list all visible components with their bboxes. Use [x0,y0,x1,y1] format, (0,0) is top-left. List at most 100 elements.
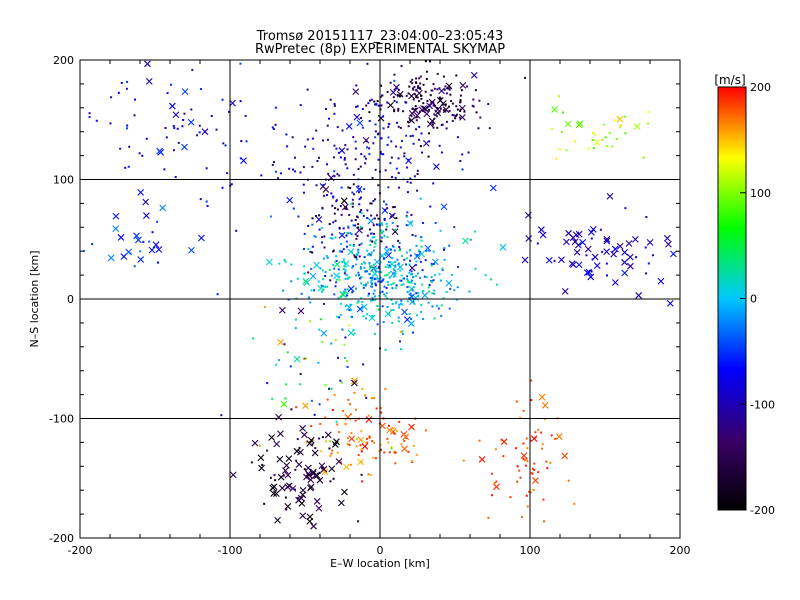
data-point [354,219,357,222]
data-point [339,205,342,208]
data-point [340,213,343,216]
data-point [235,229,238,232]
data-point [323,235,326,238]
data-point [397,320,400,323]
data-point [433,87,436,90]
data-point [385,228,388,231]
data-point [410,281,413,284]
data-point [366,217,369,220]
data-point-x [389,88,397,96]
data-point [410,221,413,224]
data-point [530,379,533,382]
data-point [329,279,332,282]
data-point [442,109,445,112]
data-point [415,89,418,92]
data-point-x [281,467,289,475]
data-point [406,286,409,289]
data-point [521,516,524,519]
data-point [260,174,263,177]
data-point-x [458,104,466,112]
data-point [338,275,341,278]
data-point-x [387,101,394,109]
data-point [411,273,414,276]
data-point [386,273,389,276]
data-point [361,388,364,391]
data-point [325,255,328,258]
data-point-x [663,234,671,242]
data-point-x [579,238,587,246]
data-point [418,86,421,89]
data-point [286,351,289,354]
data-point [354,408,357,411]
data-point [454,115,457,118]
data-point [339,302,342,305]
data-point [318,228,321,231]
data-point [644,246,647,249]
data-point-x [293,447,301,455]
data-point [341,250,344,253]
data-point [428,108,431,111]
data-point [398,303,401,306]
data-point [360,153,363,156]
data-point [400,443,403,446]
data-point [408,281,411,284]
data-point [299,373,302,376]
data-point [375,267,378,270]
data-point [206,204,209,207]
data-point [250,461,253,464]
data-point [346,437,349,440]
data-point [417,85,420,88]
data-point [365,317,368,320]
data-point [459,100,462,103]
data-point-x [440,203,448,211]
data-point [601,250,604,253]
data-point-x [384,310,392,318]
y-axis-label: N–S location [km] [28,250,41,347]
data-point [403,155,406,158]
data-point-x [229,471,237,479]
data-point [390,140,393,143]
data-point [409,249,412,252]
data-point [540,431,543,434]
data-point [336,315,339,318]
data-point [415,314,418,317]
data-point [386,207,389,210]
data-point [433,317,436,320]
data-point [371,236,374,239]
data-point [358,198,361,201]
data-point [350,432,353,435]
data-point [307,271,310,274]
data-point [349,413,352,416]
data-point [359,116,362,119]
data-point [133,114,136,117]
data-point [299,104,302,107]
data-point [371,285,374,288]
data-point [313,235,316,238]
data-point [321,436,324,439]
data-point [432,126,435,129]
data-point [390,446,393,449]
data-point [401,333,404,336]
data-point [349,187,352,190]
data-point [142,240,145,243]
data-point [360,208,363,211]
data-point [303,468,306,471]
data-point [386,437,389,440]
data-point [403,439,406,442]
data-point [210,114,213,117]
data-point [418,77,421,80]
data-point [413,175,416,178]
data-point [432,182,435,185]
data-point [459,99,462,102]
data-point [368,147,371,150]
data-point [419,87,422,90]
data-point [435,304,438,307]
data-point [364,157,367,160]
data-point [397,88,400,91]
data-point [475,111,478,114]
data-point [502,455,505,458]
data-point [516,480,519,483]
data-point [474,89,477,92]
data-point [450,274,453,277]
data-point-x [340,197,348,205]
